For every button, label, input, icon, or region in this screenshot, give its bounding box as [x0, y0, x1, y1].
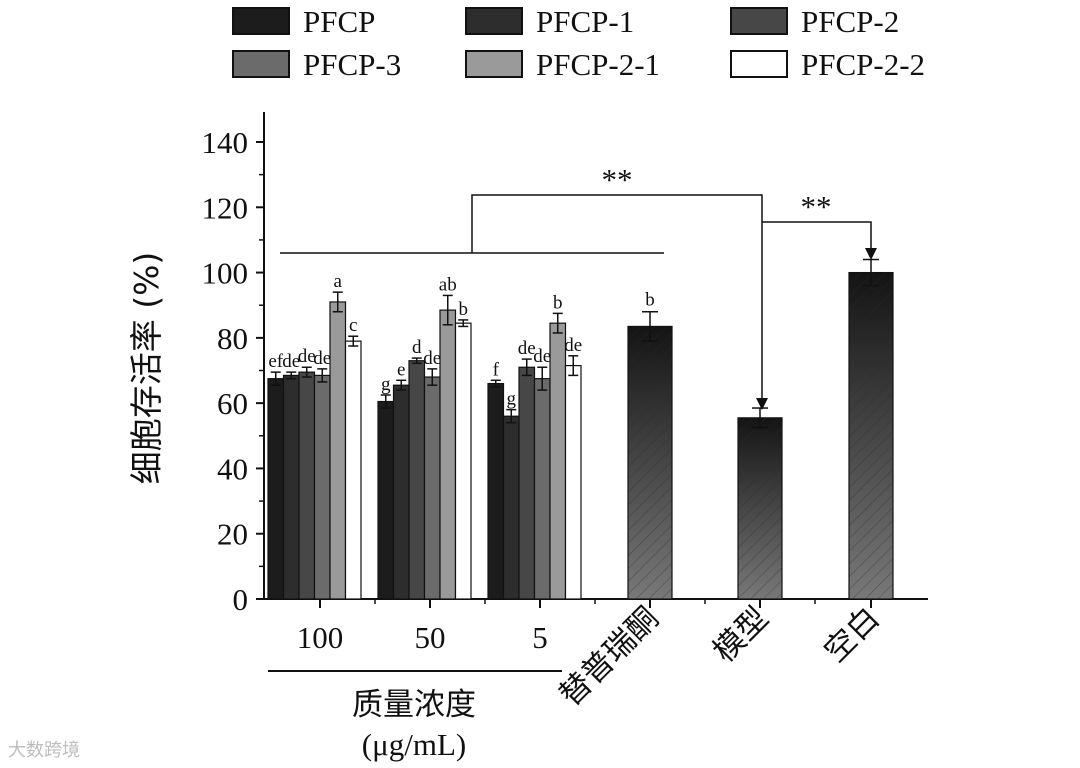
x-tick-label: 100: [297, 620, 344, 655]
bar-PFCP-1-5: [502, 415, 520, 600]
significance-letter: b: [645, 290, 655, 311]
bar-PFCP-2-2-5: [564, 365, 582, 600]
x-tick-label: 5: [532, 620, 548, 655]
bar-PFCP-1-50: [392, 384, 410, 600]
significance-letter: de: [298, 346, 316, 367]
significance-letter: de: [533, 346, 551, 367]
y-tick-label: 120: [202, 190, 249, 225]
significance-letter: ab: [439, 274, 457, 295]
bar-hatch-替普瑞酮: [628, 326, 672, 599]
legend-label: PFCP-3: [303, 47, 401, 82]
bar-hatch-空白: [849, 272, 893, 599]
group-title: 质量浓度: [352, 687, 476, 723]
bar-PFCP-2-2-50: [454, 322, 472, 600]
legend-swatch-PFCP-1: [465, 7, 523, 35]
watermark-text: 大数跨境: [8, 740, 80, 761]
bar-PFCP-2-1-50: [439, 309, 457, 600]
significance-letter: de: [282, 351, 300, 372]
bar-PFCP-2-5: [518, 366, 536, 600]
bar-hatch-模型: [738, 417, 782, 599]
legend-swatch-PFCP-2-1: [465, 50, 523, 78]
y-tick-label: 20: [217, 517, 248, 552]
legend-swatch-PFCP: [232, 7, 290, 35]
x-tick-label: 50: [415, 620, 446, 655]
group-unit: (μg/mL): [362, 727, 466, 762]
significance-letter: c: [349, 315, 357, 336]
legend-swatch-PFCP-2: [730, 7, 788, 35]
significance-letter: g: [381, 374, 391, 395]
significance-letter: a: [334, 271, 343, 292]
bar-PFCP-50: [377, 400, 395, 600]
bar-PFCP-2-100: [298, 371, 316, 600]
significance-stars: **: [801, 189, 832, 224]
legend-label: PFCP: [303, 4, 375, 39]
legend-label: PFCP-2-1: [536, 47, 660, 82]
y-tick-label: 40: [217, 451, 248, 486]
x-tick-label: 模型: [706, 600, 775, 669]
bar-PFCP-2-1-5: [549, 322, 567, 600]
y-tick-label: 0: [233, 582, 249, 617]
y-tick-label: 80: [217, 321, 248, 356]
bar-PFCP-3-100: [313, 374, 331, 600]
x-tick-label: 替普瑞酮: [553, 600, 666, 713]
significance-letter: de: [518, 338, 536, 359]
significance-stars: **: [602, 162, 633, 197]
significance-letter: b: [553, 292, 563, 313]
significance-letter: f: [493, 359, 500, 380]
significance-letter: de: [313, 348, 331, 369]
arrowhead: [756, 398, 768, 410]
legend-label: PFCP-1: [536, 4, 634, 39]
arrowhead: [865, 248, 877, 260]
bar-PFCP-3-5: [533, 378, 551, 600]
bar-PFCP-2-1-100: [329, 301, 347, 600]
significance-letter: de: [423, 348, 441, 369]
bar-PFCP-2-2-100: [344, 340, 362, 600]
bar-PFCP-5: [487, 382, 505, 600]
significance-letter: g: [507, 389, 517, 410]
bar-PFCP-1-100: [282, 374, 300, 600]
legend-swatch-PFCP-2-2: [730, 50, 788, 78]
significance-letter: d: [412, 337, 422, 358]
y-tick-label: 140: [202, 125, 249, 160]
y-axis-label: 细胞存活率 (%): [127, 252, 166, 485]
significance-letter: b: [459, 299, 469, 320]
x-tick-label: 空白: [817, 600, 886, 669]
legend-swatch-PFCP-3: [232, 50, 290, 78]
bracket-model-vs-blank: [762, 221, 872, 257]
legend-label: PFCP-2-2: [801, 47, 925, 82]
significance-letter: ef: [268, 351, 283, 372]
significance-letter: de: [564, 335, 582, 356]
bracket-vs-model: [471, 194, 763, 409]
bar-PFCP-2-50: [408, 360, 426, 600]
y-tick-label: 100: [202, 256, 249, 291]
bar-PFCP-100: [267, 378, 285, 600]
y-tick-label: 60: [217, 386, 248, 421]
bar-PFCP-3-50: [423, 376, 441, 600]
significance-letter: e: [397, 359, 405, 380]
legend-label: PFCP-2: [801, 4, 899, 39]
